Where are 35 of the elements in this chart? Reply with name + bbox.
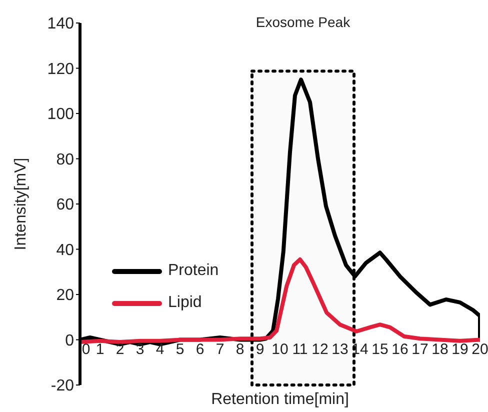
- x-tick-label: 17: [412, 340, 428, 358]
- y-tick-label: -20: [50, 378, 74, 395]
- x-tick-label: 8: [236, 340, 244, 358]
- x-tick-label: 13: [332, 340, 348, 358]
- x-tick-label: 6: [196, 340, 204, 358]
- x-tick-label: 12: [312, 340, 328, 358]
- x-tick-label: 2: [116, 340, 124, 358]
- y-tick-label: 100: [47, 106, 74, 124]
- x-tick-label: 20: [472, 340, 488, 358]
- x-tick-label: 4: [156, 340, 164, 358]
- x-tick-label: 1: [96, 340, 104, 358]
- band-label: Exosome Peak: [256, 14, 352, 30]
- x-tick-label: 11: [292, 340, 308, 358]
- y-tick-label: 60: [56, 196, 74, 214]
- x-tick-label: 18: [432, 340, 448, 358]
- y-tick-label: 80: [56, 151, 74, 168]
- x-tick-label: 15: [372, 340, 388, 358]
- x-tick-label: 3: [136, 340, 144, 358]
- x-tick-label: 10: [272, 340, 288, 358]
- y-tick-label: 140: [47, 16, 74, 33]
- y-tick-label: 20: [56, 287, 74, 304]
- y-tick-label: 40: [56, 242, 74, 259]
- x-tick-label: 9: [256, 340, 264, 358]
- x-axis-title: Retention time[min]: [211, 391, 349, 408]
- y-tick-label: 120: [47, 60, 74, 78]
- y-axis-title: Intensity[mV]: [12, 158, 30, 250]
- x-tick-label: 5: [176, 340, 184, 358]
- x-tick-label: 16: [392, 340, 408, 358]
- x-tick-label: 0: [82, 340, 90, 358]
- x-tick-label: 14: [352, 340, 368, 358]
- x-tick-label: 7: [216, 340, 224, 358]
- line-series: [80, 257, 480, 344]
- x-tick-label: 19: [452, 340, 468, 358]
- legend-label: Lipid: [168, 293, 202, 313]
- legend-label: Protein: [168, 261, 219, 281]
